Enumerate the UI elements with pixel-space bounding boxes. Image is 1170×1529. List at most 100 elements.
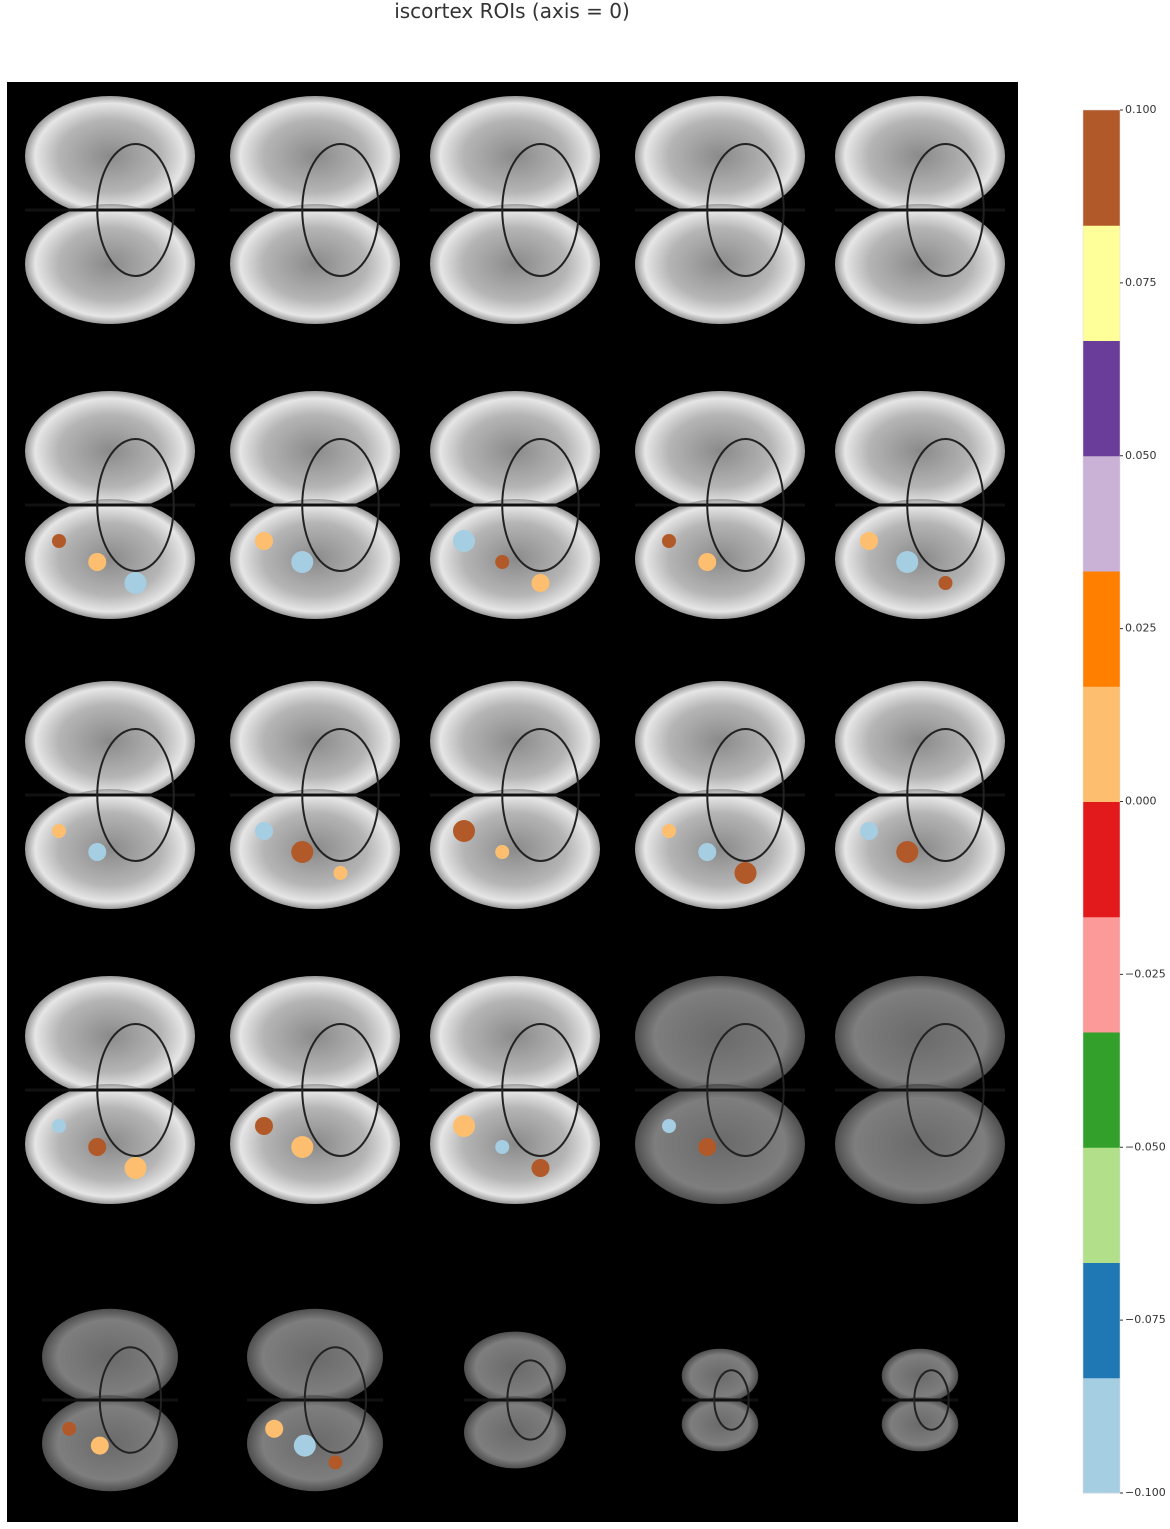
hemisphere bbox=[247, 1308, 383, 1405]
roi bbox=[938, 576, 953, 590]
brain-slice bbox=[835, 681, 1005, 909]
brain-slice bbox=[681, 1348, 759, 1452]
brain-slice bbox=[230, 391, 400, 619]
roi bbox=[255, 822, 273, 840]
hemisphere bbox=[635, 391, 805, 511]
hemisphere bbox=[25, 96, 195, 216]
colorbar-tick-label: −0.050 bbox=[1125, 1140, 1166, 1153]
inner-structure bbox=[96, 1023, 175, 1157]
roi bbox=[531, 1159, 550, 1177]
brain-slice bbox=[247, 1308, 383, 1492]
colorbar-tick-label: −0.025 bbox=[1125, 967, 1166, 980]
roi bbox=[495, 1140, 510, 1154]
roi bbox=[88, 553, 107, 571]
inner-structure bbox=[506, 1359, 555, 1441]
inner-structure bbox=[906, 438, 985, 572]
hemisphere bbox=[681, 1397, 759, 1452]
hemisphere bbox=[230, 499, 400, 619]
hemisphere bbox=[835, 391, 1005, 511]
colorbar-tick-label: 0.000 bbox=[1125, 795, 1157, 808]
brain-slice bbox=[835, 976, 1005, 1204]
roi bbox=[453, 1115, 475, 1137]
inner-structure bbox=[906, 728, 985, 862]
inner-structure bbox=[706, 728, 785, 862]
brain-slice bbox=[25, 391, 195, 619]
brain-slice bbox=[464, 1331, 566, 1469]
brain-slice bbox=[635, 96, 805, 324]
roi bbox=[52, 824, 66, 838]
hemisphere bbox=[25, 499, 195, 619]
inner-structure bbox=[301, 728, 380, 862]
colorbar-segment bbox=[1083, 1262, 1120, 1379]
roi bbox=[698, 553, 717, 571]
inner-structure bbox=[96, 438, 175, 572]
colorbar-segment bbox=[1083, 1032, 1120, 1148]
roi bbox=[265, 1419, 284, 1438]
colorbar-tick-label: 0.025 bbox=[1125, 622, 1157, 635]
roi bbox=[62, 1421, 77, 1436]
hemisphere bbox=[25, 976, 195, 1096]
brain-slice bbox=[42, 1308, 178, 1492]
colorbar-segment bbox=[1083, 801, 1120, 918]
hemisphere bbox=[635, 96, 805, 216]
inner-structure bbox=[501, 728, 580, 862]
hemisphere bbox=[42, 1308, 178, 1405]
slices bbox=[25, 96, 1005, 1492]
hemisphere bbox=[835, 499, 1005, 619]
hemisphere bbox=[25, 204, 195, 324]
hemisphere bbox=[835, 204, 1005, 324]
inner-structure bbox=[906, 143, 985, 277]
inner-structure bbox=[303, 1346, 367, 1454]
roi bbox=[698, 843, 717, 861]
colorbar-segment bbox=[1083, 916, 1120, 1033]
hemisphere bbox=[230, 789, 400, 909]
roi bbox=[333, 866, 348, 880]
roi bbox=[291, 1136, 314, 1158]
roi bbox=[662, 824, 676, 838]
inner-structure bbox=[706, 1023, 785, 1157]
inner-structure bbox=[713, 1369, 750, 1431]
hemisphere bbox=[635, 499, 805, 619]
roi bbox=[124, 1157, 147, 1179]
roi bbox=[453, 530, 475, 552]
hemisphere bbox=[430, 789, 600, 909]
inner-structure bbox=[98, 1346, 162, 1454]
brain-slice bbox=[25, 681, 195, 909]
brain-slice bbox=[430, 391, 600, 619]
brain-slice bbox=[835, 96, 1005, 324]
hemisphere bbox=[430, 391, 600, 511]
hemisphere bbox=[230, 1084, 400, 1204]
colorbar-segment bbox=[1083, 455, 1120, 572]
hemisphere bbox=[230, 96, 400, 216]
hemisphere bbox=[430, 681, 600, 801]
inner-structure bbox=[96, 728, 175, 862]
hemisphere bbox=[464, 1331, 566, 1404]
brain-slice bbox=[230, 976, 400, 1204]
hemisphere bbox=[635, 789, 805, 909]
brain-slice bbox=[835, 391, 1005, 619]
hemisphere bbox=[835, 681, 1005, 801]
hemisphere bbox=[430, 499, 600, 619]
brain-slice bbox=[25, 976, 195, 1204]
colorbar-segment bbox=[1083, 340, 1120, 457]
colorbar-segment bbox=[1083, 686, 1120, 802]
roi bbox=[88, 843, 107, 861]
brain-slice bbox=[635, 391, 805, 619]
hemisphere bbox=[681, 1348, 759, 1403]
hemisphere bbox=[835, 976, 1005, 1096]
roi bbox=[698, 1138, 717, 1156]
brain-slice bbox=[635, 681, 805, 909]
colorbar-segment bbox=[1083, 225, 1120, 341]
roi bbox=[495, 555, 510, 569]
hemisphere bbox=[230, 681, 400, 801]
brain-slice bbox=[25, 96, 195, 324]
roi bbox=[896, 551, 919, 573]
roi bbox=[52, 1119, 66, 1133]
figure-title: iscortex ROIs (axis = 0) bbox=[394, 0, 630, 23]
roi bbox=[734, 862, 757, 884]
colorbar-tick-label: 0.050 bbox=[1125, 449, 1157, 462]
hemisphere bbox=[635, 204, 805, 324]
hemisphere bbox=[835, 96, 1005, 216]
inner-structure bbox=[706, 438, 785, 572]
